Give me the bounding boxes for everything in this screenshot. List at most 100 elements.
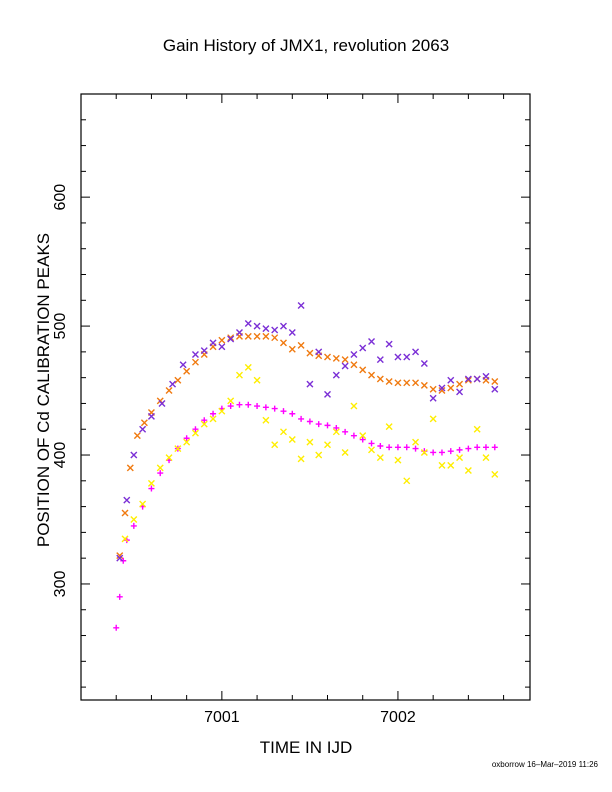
cross-marker [140,419,148,427]
cross-marker [491,385,499,393]
data-point [482,372,490,380]
plus-marker [403,444,410,451]
data-point [156,464,164,472]
data-point [218,407,226,415]
data-point [376,454,384,462]
data-point [376,356,384,364]
cross-marker [438,461,446,469]
data-point [306,418,313,425]
cross-marker [376,375,384,383]
cross-marker [191,350,199,358]
cross-marker [209,415,217,423]
cross-marker [244,320,252,328]
cross-marker [376,454,384,462]
data-point [157,470,164,477]
data-point [464,466,472,474]
data-point [324,390,332,398]
data-point [297,455,305,463]
data-point [456,388,464,396]
plus-marker [482,444,489,451]
cross-marker [420,381,428,389]
cross-marker [464,466,472,474]
plus-marker [289,410,296,417]
data-point [113,624,120,631]
data-point [394,444,401,451]
data-point [123,496,131,504]
cross-marker [420,359,428,367]
plus-marker [113,624,120,631]
data-point [341,448,349,456]
cross-marker [456,454,464,462]
cross-marker [412,348,420,356]
plus-marker [465,445,472,452]
data-point [262,416,270,424]
data-point [438,461,446,469]
data-point [262,325,270,333]
data-point [139,500,147,508]
data-point [394,456,402,464]
plus-marker [447,448,454,455]
data-point [350,432,357,439]
data-point [394,353,402,361]
cross-marker [271,326,279,334]
cross-marker [368,338,376,346]
cross-marker [456,388,464,396]
data-point [165,387,173,395]
data-point [244,363,252,371]
data-point [126,464,134,472]
plot-frame [80,93,531,701]
cross-marker [169,380,177,388]
data-point [482,444,489,451]
cross-marker [218,343,226,351]
data-point [456,454,464,462]
cross-marker [420,448,428,456]
cross-marker [271,441,279,449]
plus-marker [280,408,287,415]
plus-marker [227,403,234,410]
plus-marker [333,424,340,431]
cross-marker [288,329,296,337]
data-point [447,376,455,384]
data-point [235,329,243,337]
data-point [210,410,217,417]
plus-marker [324,422,331,429]
data-point [447,461,455,469]
data-point [491,378,499,386]
cross-marker [324,390,332,398]
cross-marker [429,385,437,393]
data-point [183,435,190,442]
data-point [244,332,252,340]
cross-marker [368,446,376,454]
cross-marker [200,347,208,355]
cross-marker [403,477,411,485]
data-point [368,371,376,379]
cross-marker [315,348,323,356]
data-point [306,349,314,357]
data-point [341,362,349,370]
data-point [130,522,137,529]
data-point [280,408,287,415]
y-tick-label: 300 [52,571,69,598]
plus-marker [116,593,123,600]
data-point [306,438,314,446]
cross-marker [403,353,411,361]
x-tick-label: 7001 [204,709,240,726]
data-point [158,399,166,407]
data-point [271,326,279,334]
cross-marker [218,407,226,415]
data-point [116,552,124,560]
cross-marker [447,384,455,392]
data-point [218,343,226,351]
footer-credit: oxborrow 16–Mar–2019 11:26 [491,760,598,769]
data-point [385,378,393,386]
cross-marker [227,335,235,343]
data-point [253,322,261,330]
data-point [491,470,499,478]
cross-marker [350,350,358,358]
data-point [174,376,182,384]
data-point [491,385,499,393]
plus-marker [315,421,322,428]
data-point [464,376,472,384]
cross-marker [253,332,261,340]
y-tick-label: 500 [52,313,69,340]
